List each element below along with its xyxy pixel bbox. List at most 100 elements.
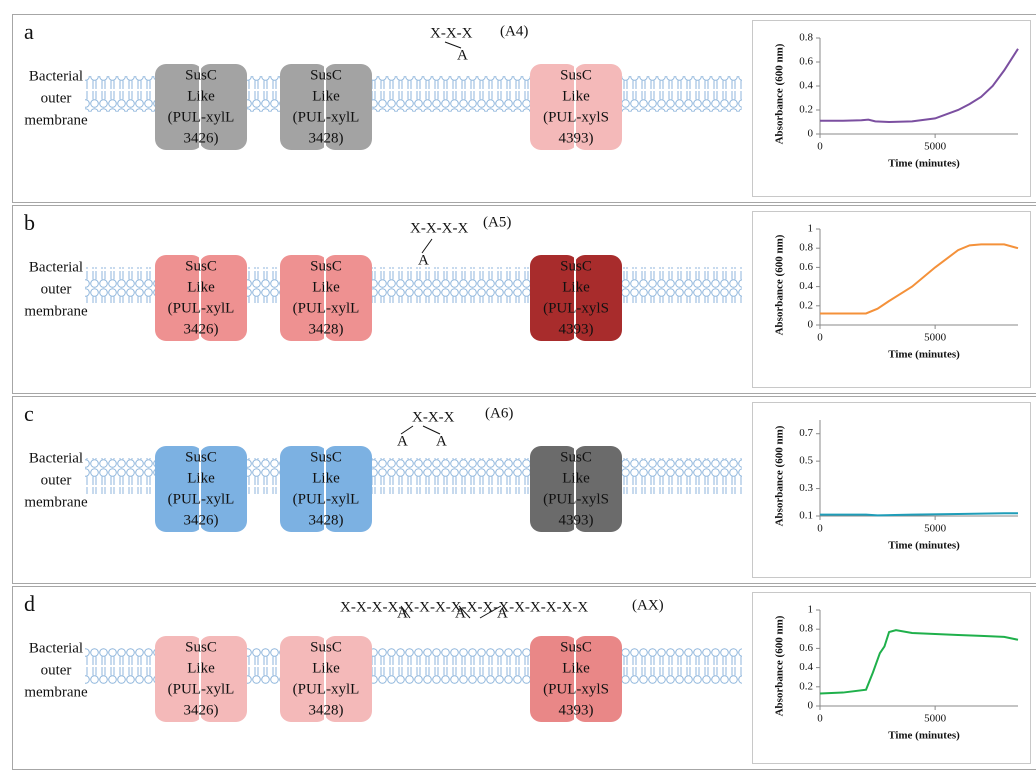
x-tick-label: 5000 <box>924 713 947 725</box>
branch-label: A <box>455 605 466 621</box>
panel-letter: c <box>24 401 34 426</box>
y-tick-label: 0.6 <box>799 261 813 273</box>
y-axis-title: Absorbance (600 nm) <box>774 234 786 335</box>
membrane-label: membrane <box>24 303 88 319</box>
branch-label: A <box>418 252 429 268</box>
y-tick-label: 0.6 <box>799 56 813 68</box>
membrane-label: membrane <box>24 112 88 128</box>
transporter-label: Like <box>312 88 340 104</box>
y-tick-label: 0.6 <box>799 642 813 654</box>
y-tick-label: 1 <box>808 223 814 235</box>
transporter-label: Like <box>312 470 340 486</box>
figure: a Bacterial outer membrane X-X-X (A4) A SusC Lik… <box>0 0 1036 770</box>
transporter-label: (PUL-xylL <box>168 491 235 507</box>
y-axis-title: Absorbance (600 nm) <box>774 43 786 144</box>
transporter-label: Like <box>187 279 215 295</box>
transporter-label: 3426) <box>184 702 219 718</box>
membrane-label: outer <box>41 281 72 297</box>
y-tick-label: 0.4 <box>799 661 813 673</box>
x-tick-label: 0 <box>817 523 823 535</box>
transporter-label: SusC <box>310 449 342 465</box>
transporter-label: 4393) <box>559 321 594 337</box>
transporter-label: (PUL-xylL <box>168 109 235 125</box>
transporter-label: SusC <box>560 449 592 465</box>
y-tick-label: 0.8 <box>799 242 813 254</box>
transporter-label: SusC <box>185 258 217 274</box>
transporter-label: SusC <box>310 67 342 83</box>
page: {"panels": [ {"letter": "a", "membrane":… <box>0 0 1036 770</box>
y-tick-label: 0 <box>808 700 814 712</box>
transporter-label: Like <box>562 660 590 676</box>
y-tick-label: 0 <box>808 128 814 140</box>
transporter-label: (PUL-xylL <box>168 300 235 316</box>
transporter-label: SusC <box>560 67 592 83</box>
transporter-label: (PUL-xylL <box>293 300 360 316</box>
transporter-label: SusC <box>560 258 592 274</box>
y-tick-label: 0.8 <box>799 623 813 635</box>
panel-letter: b <box>24 210 35 235</box>
transporter-label: Like <box>187 88 215 104</box>
transporter-label: (PUL-xylS <box>543 109 609 125</box>
transporter-label: (PUL-xylS <box>543 300 609 316</box>
y-tick-label: 0.2 <box>799 680 813 692</box>
branch-label: A <box>457 47 468 63</box>
transporter-label: 3426) <box>184 512 219 528</box>
transporter-label: Like <box>312 660 340 676</box>
y-axis-title: Absorbance (600 nm) <box>774 425 786 526</box>
y-tick-label: 0 <box>808 319 814 331</box>
transporter-label: Like <box>187 660 215 676</box>
transporter-label: Like <box>562 279 590 295</box>
transporter-label: Like <box>187 470 215 486</box>
transporter-label: 3428) <box>309 321 344 337</box>
transporter-label: 3428) <box>309 130 344 146</box>
transporter-label: 3426) <box>184 130 219 146</box>
x-axis-title: Time (minutes) <box>888 158 960 170</box>
x-tick-label: 0 <box>817 141 823 153</box>
panel-letter: a <box>24 19 34 44</box>
transporter-label: SusC <box>185 67 217 83</box>
transporter-label: SusC <box>310 639 342 655</box>
branch-bond <box>422 239 432 253</box>
transporter-label: (PUL-xylS <box>543 491 609 507</box>
membrane-label: Bacterial <box>29 259 83 275</box>
x-tick-label: 0 <box>817 332 823 344</box>
oligo-name: (A6) <box>485 405 513 421</box>
transporter-label: 3428) <box>309 512 344 528</box>
y-tick-label: 1 <box>808 604 814 616</box>
transporter-label: SusC <box>310 258 342 274</box>
branch-label: A <box>397 605 408 621</box>
membrane-label: outer <box>41 472 72 488</box>
transporter-label: (PUL-xylS <box>543 681 609 697</box>
branch-label: A <box>436 433 447 449</box>
y-tick-label: 0.2 <box>799 104 813 116</box>
y-tick-label: 0.4 <box>799 280 813 292</box>
y-tick-label: 0.7 <box>799 427 813 439</box>
oligo-name: (A4) <box>500 23 528 39</box>
transporter-label: 4393) <box>559 130 594 146</box>
y-tick-label: 0.8 <box>799 32 813 44</box>
x-tick-label: 5000 <box>924 523 947 535</box>
x-tick-label: 5000 <box>924 141 947 153</box>
membrane-label: Bacterial <box>29 640 83 656</box>
y-tick-label: 0.3 <box>799 482 813 494</box>
membrane-label: outer <box>41 662 72 678</box>
branch-label: A <box>497 605 508 621</box>
transporter-label: SusC <box>185 449 217 465</box>
membrane-label: membrane <box>24 684 88 700</box>
x-axis-title: Time (minutes) <box>888 730 960 742</box>
y-tick-label: 0.4 <box>799 80 813 92</box>
oligo-name: (AX) <box>632 597 664 613</box>
transporter-label: (PUL-xylL <box>168 681 235 697</box>
oligo-chain: X-X-X <box>430 25 473 41</box>
x-axis-title: Time (minutes) <box>888 349 960 361</box>
y-axis-title: Absorbance (600 nm) <box>774 615 786 716</box>
transporter-label: 3428) <box>309 702 344 718</box>
x-tick-label: 5000 <box>924 332 947 344</box>
transporter-label: Like <box>562 470 590 486</box>
membrane-label: membrane <box>24 494 88 510</box>
x-tick-label: 0 <box>817 713 823 725</box>
membrane-label: Bacterial <box>29 68 83 84</box>
transporter-label: Like <box>312 279 340 295</box>
transporter-label: (PUL-xylL <box>293 109 360 125</box>
transporter-label: SusC <box>185 639 217 655</box>
